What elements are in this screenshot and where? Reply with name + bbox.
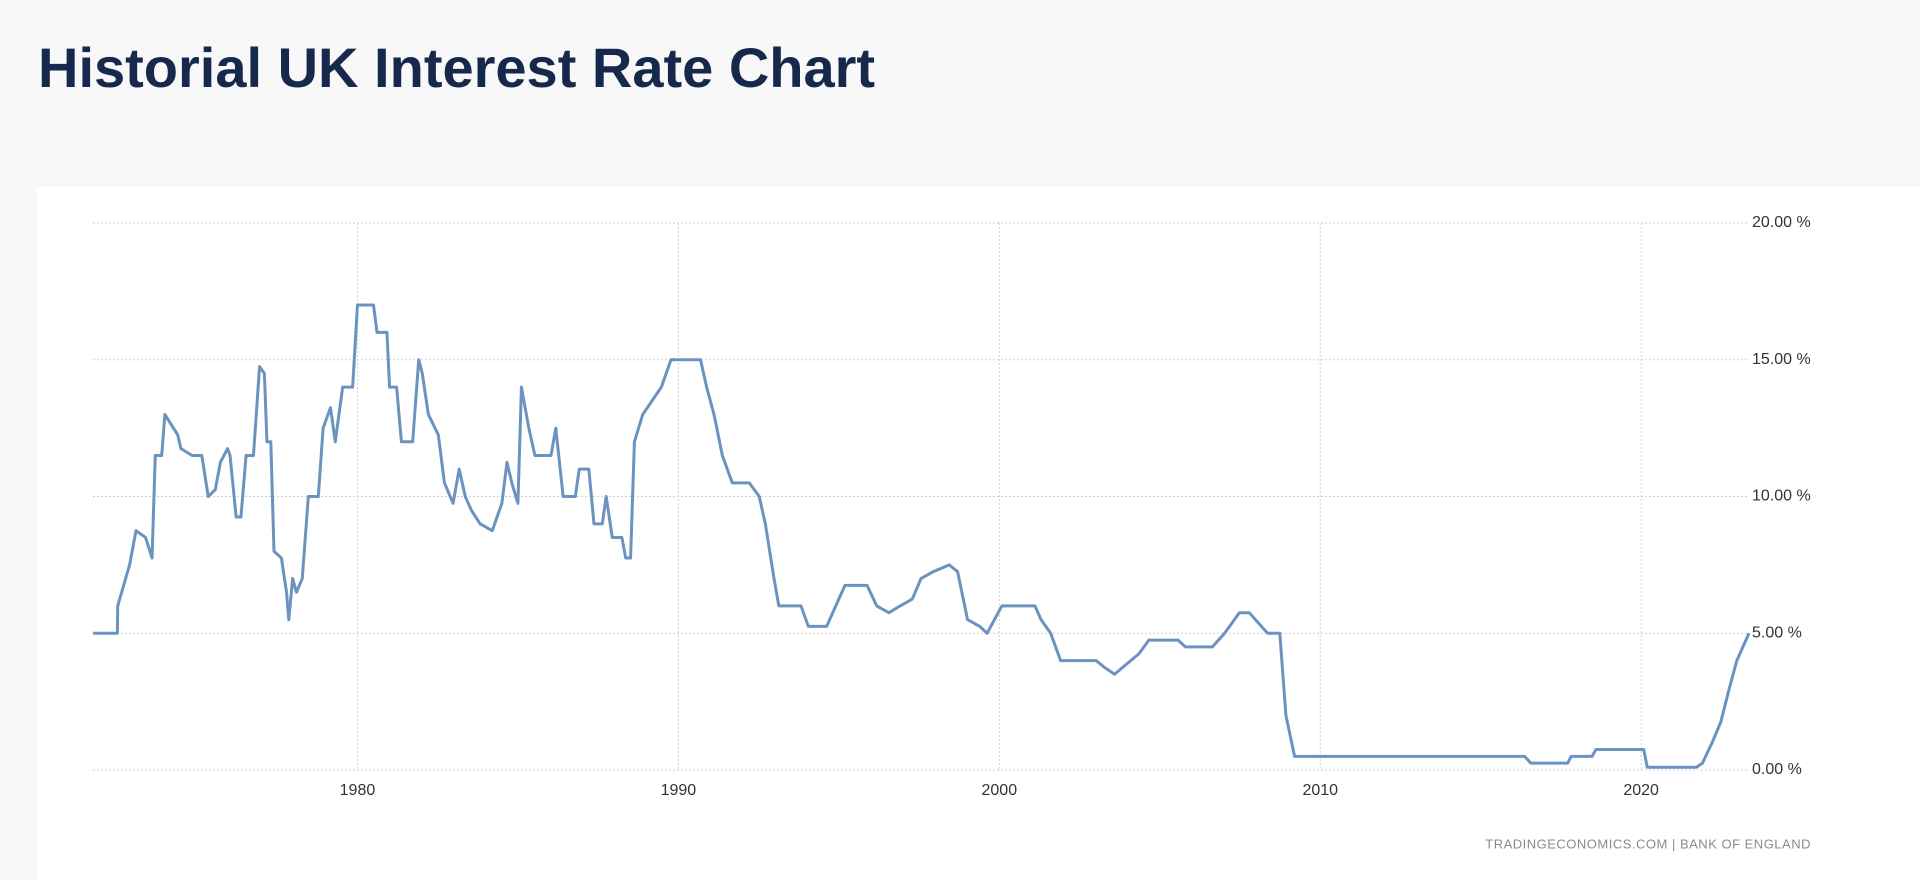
- rate-line: [93, 303, 1751, 769]
- chart-panel: [37, 187, 1920, 880]
- page-title: Historial UK Interest Rate Chart: [38, 36, 875, 99]
- x-tick-label: 2020: [1623, 782, 1659, 799]
- y-tick-label: 15.00 %: [1752, 351, 1811, 368]
- source-note: TRADINGECONOMICS.COM | BANK OF ENGLAND: [1485, 836, 1811, 851]
- x-tick-label: 2010: [1302, 782, 1338, 799]
- y-tick-label: 20.00 %: [1752, 214, 1811, 231]
- y-tick-label: 10.00 %: [1752, 488, 1811, 505]
- y-tick-label: 0.00 %: [1752, 761, 1802, 778]
- x-tick-label: 1990: [661, 782, 697, 799]
- x-tick-label: 2000: [982, 782, 1018, 799]
- x-tick-label: 1980: [340, 782, 376, 799]
- y-tick-label: 5.00 %: [1752, 624, 1802, 641]
